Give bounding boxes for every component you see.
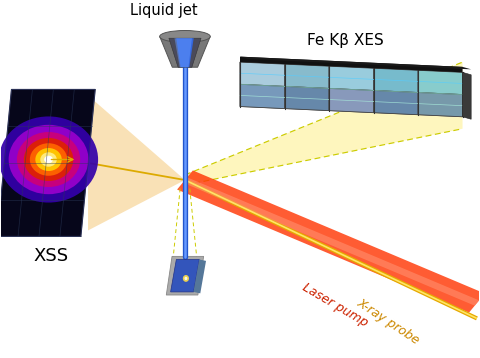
Polygon shape bbox=[373, 91, 418, 115]
Ellipse shape bbox=[9, 125, 88, 194]
Polygon shape bbox=[169, 38, 201, 67]
Text: X-ray probe: X-ray probe bbox=[355, 296, 422, 347]
Polygon shape bbox=[418, 70, 463, 95]
Polygon shape bbox=[175, 38, 192, 67]
Text: Liquid jet: Liquid jet bbox=[130, 3, 197, 18]
Polygon shape bbox=[0, 90, 95, 236]
Ellipse shape bbox=[36, 148, 62, 171]
Ellipse shape bbox=[40, 152, 57, 167]
Polygon shape bbox=[463, 72, 471, 119]
Ellipse shape bbox=[184, 277, 187, 280]
Polygon shape bbox=[177, 170, 480, 313]
Polygon shape bbox=[166, 256, 204, 295]
Circle shape bbox=[45, 157, 52, 162]
Polygon shape bbox=[285, 64, 329, 88]
Text: Fe Kβ XES: Fe Kβ XES bbox=[307, 33, 384, 48]
Polygon shape bbox=[240, 57, 463, 72]
Polygon shape bbox=[240, 62, 285, 86]
Polygon shape bbox=[176, 38, 194, 67]
Ellipse shape bbox=[17, 132, 80, 187]
Polygon shape bbox=[170, 260, 199, 292]
Ellipse shape bbox=[0, 116, 98, 203]
Polygon shape bbox=[160, 37, 210, 67]
Polygon shape bbox=[240, 62, 463, 117]
Ellipse shape bbox=[160, 30, 210, 43]
Polygon shape bbox=[329, 66, 373, 91]
Polygon shape bbox=[373, 68, 418, 92]
Ellipse shape bbox=[30, 143, 67, 176]
Ellipse shape bbox=[44, 156, 53, 163]
Text: XSS: XSS bbox=[34, 247, 69, 265]
Polygon shape bbox=[285, 86, 329, 111]
Polygon shape bbox=[185, 62, 463, 185]
Polygon shape bbox=[329, 88, 373, 113]
Polygon shape bbox=[183, 177, 479, 306]
Polygon shape bbox=[240, 57, 471, 69]
Polygon shape bbox=[193, 260, 206, 293]
Polygon shape bbox=[88, 95, 185, 231]
Polygon shape bbox=[418, 92, 463, 117]
Polygon shape bbox=[240, 84, 285, 108]
Ellipse shape bbox=[183, 275, 189, 282]
Ellipse shape bbox=[24, 138, 73, 181]
Text: Laser pump: Laser pump bbox=[300, 281, 371, 329]
